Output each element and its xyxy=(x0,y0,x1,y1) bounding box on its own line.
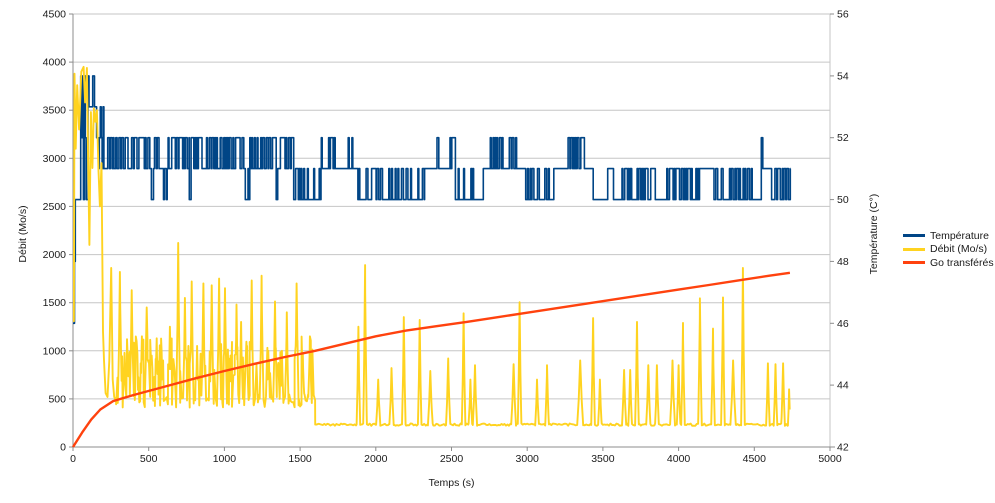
x-tick-label: 2000 xyxy=(364,453,388,465)
x-tick-label: 3000 xyxy=(516,453,540,465)
legend-line-swatch-icon xyxy=(903,261,925,265)
y-right-tick-label: 46 xyxy=(837,318,849,330)
x-tick-label: 4000 xyxy=(667,453,691,465)
y-right-tick-label: 52 xyxy=(837,132,849,144)
y-left-tick-label: 1500 xyxy=(43,297,67,309)
legend-item-1: Température xyxy=(903,229,994,243)
y-left-tick-label: 0 xyxy=(60,442,66,454)
y-axis-title-left: Débit (Mo/s) xyxy=(17,205,29,263)
legend-item-2: Débit (Mo/s) xyxy=(903,243,994,257)
x-tick-label: 3500 xyxy=(591,453,615,465)
y-left-tick-label: 1000 xyxy=(43,345,67,357)
x-axis-title: Temps (s) xyxy=(428,477,475,489)
x-tick-label: 4500 xyxy=(743,453,767,465)
x-tick-label: 2500 xyxy=(440,453,464,465)
y-left-tick-label: 2000 xyxy=(43,249,67,261)
y-left-tick-label: 4000 xyxy=(43,57,67,69)
x-tick-label: 500 xyxy=(140,453,158,465)
y-right-tick-label: 54 xyxy=(837,70,849,82)
legend-item-3: Go transférés xyxy=(903,256,994,270)
legend-label: Go transférés xyxy=(930,256,994,269)
go-transferes-series-line xyxy=(72,271,791,448)
x-tick-label: 5000 xyxy=(818,453,842,465)
y-right-tick-label: 50 xyxy=(837,194,849,206)
y-left-tick-label: 500 xyxy=(48,393,66,405)
y-right-tick-label: 44 xyxy=(837,380,849,392)
y-axis-title-right: Température (C°) xyxy=(868,193,880,275)
x-tick-label: 1500 xyxy=(288,453,312,465)
legend-label: Débit (Mo/s) xyxy=(930,243,988,256)
x-tick-label: 1000 xyxy=(213,453,237,465)
y-right-tick-label: 48 xyxy=(837,256,849,268)
legend-line-swatch-icon xyxy=(903,247,925,251)
x-tick-label: 0 xyxy=(70,453,76,465)
y-left-tick-label: 3000 xyxy=(43,153,67,165)
legend-label: Température xyxy=(930,229,989,242)
legend-line-swatch-icon xyxy=(903,234,925,238)
y-left-tick-label: 4500 xyxy=(43,9,67,21)
y-left-tick-label: 2500 xyxy=(43,201,67,213)
legend: Température Débit (Mo/s) Go transférés xyxy=(903,229,994,270)
y-right-tick-label: 42 xyxy=(837,442,849,454)
debit-series-line xyxy=(72,65,791,427)
y-right-tick-label: 56 xyxy=(837,9,849,21)
y-left-tick-label: 3500 xyxy=(43,105,67,117)
temperature-series-line xyxy=(73,75,792,325)
